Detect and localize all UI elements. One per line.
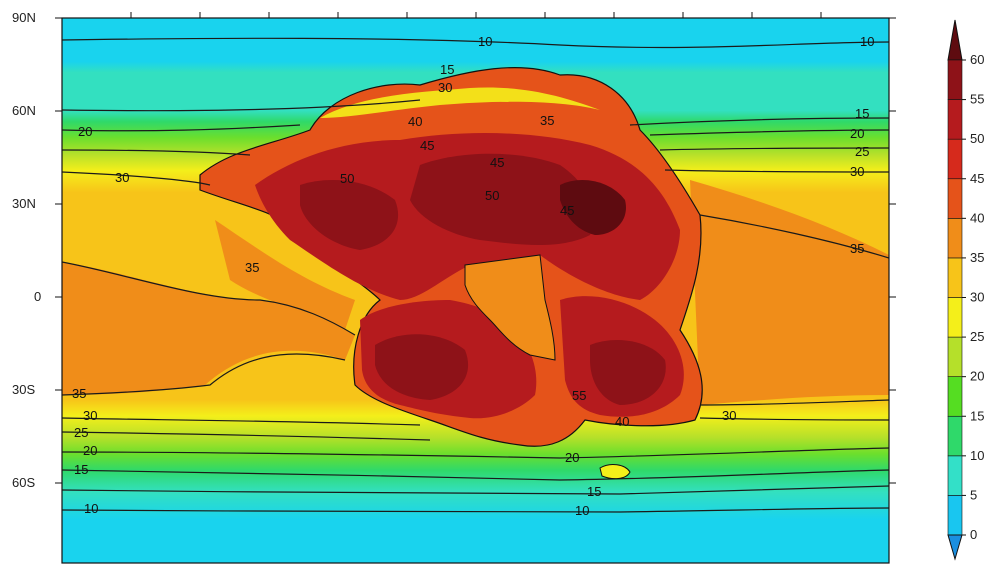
- colorbar-segment: [947, 376, 963, 417]
- contour-label: 45: [560, 203, 574, 218]
- orange-band-west: [62, 262, 355, 395]
- colorbar-segment: [947, 99, 963, 140]
- continent-rim: [320, 87, 600, 118]
- colorbar-segment: [947, 257, 963, 298]
- contour-label: 35: [540, 113, 554, 128]
- contour-label: 40: [615, 414, 629, 429]
- contour-label: 50: [485, 188, 499, 203]
- contour-label: 45: [420, 138, 434, 153]
- contour-label: 50: [340, 171, 354, 186]
- colorbar-tick-label: 35: [970, 250, 984, 265]
- contour-label: 10: [860, 34, 874, 49]
- colorbar-segment: [947, 336, 963, 377]
- contour-label: 25: [74, 425, 88, 440]
- latitude-axis: 90N 60N 30N 0 30S 60S: [12, 10, 896, 490]
- colorbar-min-arrow: [947, 534, 963, 561]
- colorbar-segment: [947, 178, 963, 219]
- hottest-core-5: [560, 180, 626, 235]
- contour-lines: [62, 37, 889, 513]
- lat-label-30s: 30S: [12, 382, 35, 397]
- contour-label: 20: [83, 443, 97, 458]
- colorbar-tick-label: 30: [970, 290, 984, 305]
- colorbar-tick-label: 40: [970, 210, 984, 225]
- colorbar-tick-label: 45: [970, 171, 984, 186]
- lat-label-0: 0: [34, 289, 41, 304]
- colorbar-max-arrow: [947, 19, 963, 61]
- hottest-core-3: [375, 334, 469, 400]
- interior-sea: [464, 254, 556, 361]
- colorbar-tick-label: 25: [970, 329, 984, 344]
- orange-band-east: [690, 180, 889, 405]
- contour-label: 20: [78, 124, 92, 139]
- colorbar-segment: [947, 495, 963, 536]
- map-panel: [62, 18, 889, 563]
- contour-label: 45: [490, 155, 504, 170]
- contour-label: 35: [850, 241, 864, 256]
- colorbar-tick-label: 60: [970, 52, 984, 67]
- hottest-core-1: [410, 153, 594, 245]
- contour-label: 40: [408, 114, 422, 129]
- orange-band-central: [215, 220, 355, 330]
- colorbar-tick-label: 55: [970, 92, 984, 107]
- lat-label-60n: 60N: [12, 103, 36, 118]
- colorbar-tick-label: 0: [970, 527, 977, 542]
- contour-label: 15: [440, 62, 454, 77]
- colorbar: 0 5 10 15 20 25 30 35 40 45 50 55 60: [947, 19, 984, 561]
- lat-label-90n: 90N: [12, 10, 36, 25]
- colorbar-tick-label: 5: [970, 487, 977, 502]
- longitude-ticks: [130, 12, 822, 18]
- hottest-core-4: [590, 340, 666, 405]
- colorbar-segment: [947, 59, 963, 100]
- colorbar-tick-label: 20: [970, 369, 984, 384]
- contour-label: 55: [572, 388, 586, 403]
- contour-label: 20: [565, 450, 579, 465]
- contour-label: 15: [74, 462, 88, 477]
- contour-label: 35: [245, 260, 259, 275]
- contour-label: 10: [478, 34, 492, 49]
- colorbar-segment: [947, 455, 963, 496]
- colorbar-tick-label: 15: [970, 408, 984, 423]
- contour-label: 15: [587, 484, 601, 499]
- colorbar-tick-label: 10: [970, 448, 984, 463]
- lat-label-30n: 30N: [12, 196, 36, 211]
- colorbar-segment: [947, 138, 963, 180]
- colorbar-segment: [947, 218, 963, 259]
- colorbar-tick-label: 50: [970, 131, 984, 146]
- contour-label: 30: [722, 408, 736, 423]
- contour-label: 15: [855, 106, 869, 121]
- contour-label: 30: [438, 80, 452, 95]
- hottest-core-2: [300, 180, 399, 250]
- contour-label: 35: [72, 386, 86, 401]
- colorbar-segment: [947, 297, 963, 338]
- colorbar-segment: [947, 415, 963, 457]
- contour-label: 30: [115, 170, 129, 185]
- lat-label-60s: 60S: [12, 475, 35, 490]
- contour-label: 20: [850, 126, 864, 141]
- contour-label: 25: [855, 144, 869, 159]
- contour-label: 10: [575, 503, 589, 518]
- contour-label: 10: [84, 501, 98, 516]
- contour-label: 30: [850, 164, 864, 179]
- island-southeast: [599, 464, 631, 480]
- contour-label: 30: [83, 408, 97, 423]
- contour-labels: 10 10 15 30 15 20 20 25 30 30 35 35 35 3…: [72, 34, 874, 518]
